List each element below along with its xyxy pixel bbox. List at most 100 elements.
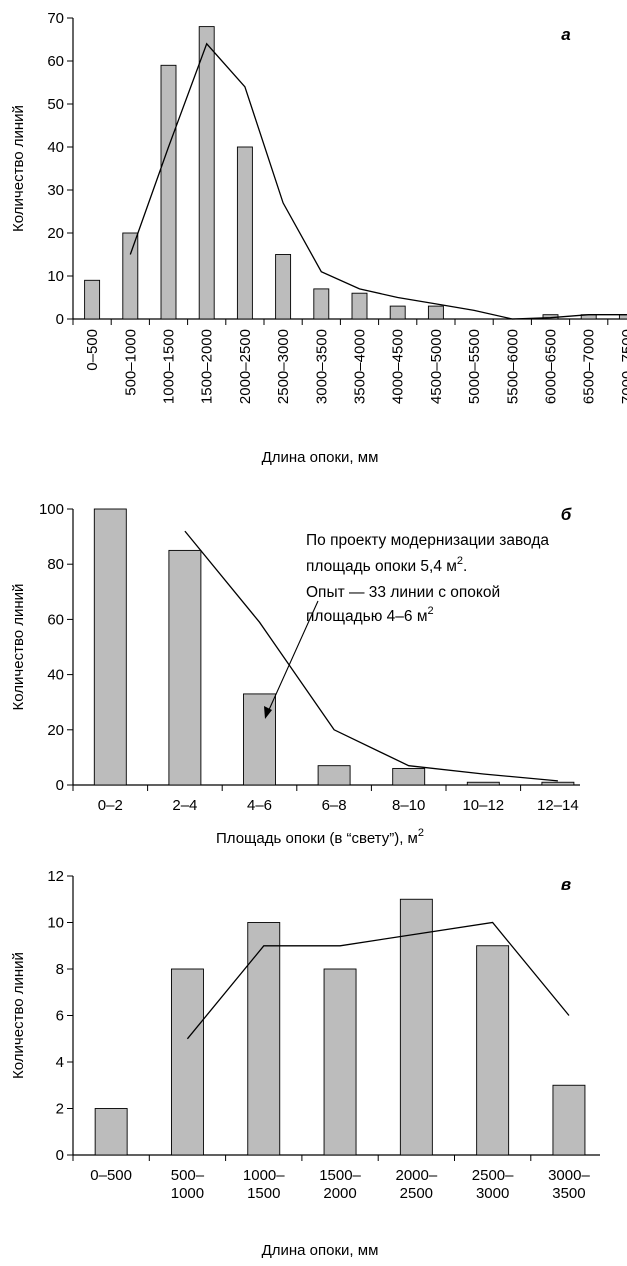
bar bbox=[392, 767, 426, 786]
y-axis-label: Количество линий bbox=[10, 105, 27, 232]
x-tick-label: 2000 bbox=[323, 1185, 356, 1202]
bar bbox=[541, 781, 575, 786]
y-tick-label: 10 bbox=[47, 268, 64, 285]
y-tick-label: 40 bbox=[47, 139, 64, 156]
x-tick-label: 1500–2000 bbox=[199, 329, 216, 404]
panel-label: б bbox=[561, 505, 572, 524]
annotation-line-3: Опыт — 33 линии с опокой bbox=[306, 584, 500, 601]
x-tick-label: 1500– bbox=[319, 1167, 361, 1184]
y-tick-label: 80 bbox=[47, 556, 64, 573]
x-tick-label: 10–12 bbox=[462, 797, 504, 814]
annotation-line-1: По проекту модернизации завода bbox=[306, 532, 549, 549]
x-tick-label: 3500 bbox=[552, 1185, 585, 1202]
x-axis-label: Длина опоки, мм bbox=[262, 449, 379, 466]
x-tick-label: 8–10 bbox=[392, 797, 425, 814]
bar bbox=[476, 945, 510, 1156]
x-axis-label: Длина опоки, мм bbox=[262, 1242, 379, 1259]
x-tick-label: 1000–1500 bbox=[161, 329, 178, 404]
x-tick-label: 500–1000 bbox=[122, 329, 139, 396]
chart-a: 0 10 20 30 40 50 60 70 0–500 500–1000 1000–1500 150… bbox=[10, 10, 627, 466]
x-tick-label: 2000– bbox=[395, 1167, 437, 1184]
bar bbox=[122, 232, 139, 320]
bar bbox=[317, 765, 351, 786]
bar bbox=[84, 279, 101, 320]
x-tick-label: 2500– bbox=[472, 1167, 514, 1184]
y-tick-label: 6 bbox=[56, 1008, 64, 1025]
bar bbox=[466, 781, 500, 786]
x-axis-label: Площадь опоки (в “свету”), м2 bbox=[216, 827, 424, 847]
bar bbox=[198, 26, 215, 320]
x-tick-label: 0–500 bbox=[84, 329, 101, 371]
x-tick-label: 0–500 bbox=[90, 1167, 132, 1184]
annotation-arrow bbox=[267, 600, 319, 713]
y-tick-label: 60 bbox=[47, 611, 64, 628]
bar bbox=[168, 549, 202, 786]
bar bbox=[160, 64, 177, 320]
panel-label: а bbox=[561, 25, 570, 44]
y-tick-label: 60 bbox=[47, 53, 64, 70]
bar bbox=[389, 305, 406, 320]
x-tick-label: 1000– bbox=[243, 1167, 285, 1184]
x-tick-label: 4–6 bbox=[247, 797, 272, 814]
annotation-arrowhead bbox=[264, 706, 272, 719]
chart-b: 0 20 40 60 80 100 0–2 2–4 4–6 6–8 8–10 10–12 12–14 Ко… bbox=[10, 501, 580, 847]
x-tick-label: 6000–6500 bbox=[543, 329, 560, 404]
x-tick-label: 5000–5500 bbox=[466, 329, 483, 404]
x-tick-label: 1500 bbox=[247, 1185, 280, 1202]
y-tick-label: 2 bbox=[56, 1101, 64, 1118]
y-tick-label: 4 bbox=[56, 1054, 64, 1071]
y-axis-label: Количество линий bbox=[10, 584, 27, 711]
bar bbox=[427, 305, 444, 320]
x-tick-label: 3000 bbox=[476, 1185, 509, 1202]
panel-label: в bbox=[561, 875, 571, 894]
bar bbox=[323, 968, 357, 1156]
y-tick-label: 50 bbox=[47, 96, 64, 113]
trend-line bbox=[129, 42, 627, 320]
bar bbox=[236, 146, 253, 320]
y-tick-label: 100 bbox=[39, 501, 64, 518]
annotation: По проекту модернизации завода площадь оп… bbox=[264, 532, 549, 719]
y-tick-label: 8 bbox=[56, 961, 64, 978]
x-tick-label: 2500 bbox=[400, 1185, 433, 1202]
y-tick-label: 0 bbox=[56, 777, 64, 794]
bar bbox=[243, 693, 276, 786]
y-tick-label: 20 bbox=[47, 722, 64, 739]
x-tick-label: 3000– bbox=[548, 1167, 590, 1184]
x-tick-label: 3500–4000 bbox=[352, 329, 369, 404]
y-axis-label: Количество линий bbox=[10, 952, 27, 1079]
annotation-line-2: площадь опоки 5,4 м2. bbox=[306, 555, 467, 575]
x-tick-label: 6–8 bbox=[322, 797, 347, 814]
bar bbox=[170, 968, 204, 1156]
x-tick-label: 5500–6000 bbox=[504, 329, 521, 404]
x-tick-label: 4500–5000 bbox=[428, 329, 445, 404]
x-tick-label: 2500–3000 bbox=[275, 329, 292, 404]
x-tick-label: 12–14 bbox=[537, 797, 579, 814]
bar bbox=[247, 922, 281, 1156]
x-tick-label: 500– bbox=[171, 1167, 205, 1184]
bar bbox=[552, 1084, 586, 1156]
x-tick-label: 1000 bbox=[171, 1185, 204, 1202]
x-tick-label: 6500–7000 bbox=[581, 329, 598, 404]
bar bbox=[313, 288, 330, 320]
x-tick-label: 3000–3500 bbox=[313, 329, 330, 404]
bar bbox=[94, 1108, 128, 1156]
x-tick-label: 2000–2500 bbox=[237, 329, 254, 404]
annotation-line-4: площадью 4–6 м2 bbox=[306, 605, 434, 625]
x-tick-label: 7000–7500 bbox=[619, 329, 627, 404]
y-tick-label: 30 bbox=[47, 182, 64, 199]
bar bbox=[275, 254, 292, 320]
y-tick-label: 70 bbox=[47, 10, 64, 27]
bar bbox=[351, 292, 368, 320]
y-tick-label: 40 bbox=[47, 667, 64, 684]
x-tick-label: 2–4 bbox=[172, 797, 197, 814]
x-tick-label: 0–2 bbox=[98, 797, 123, 814]
y-tick-label: 10 bbox=[47, 915, 64, 932]
trend-line bbox=[184, 530, 558, 782]
bar bbox=[399, 898, 433, 1156]
y-tick-label: 20 bbox=[47, 225, 64, 242]
y-tick-label: 0 bbox=[56, 311, 64, 328]
y-tick-label: 0 bbox=[56, 1147, 64, 1164]
trend-line bbox=[186, 921, 570, 1040]
